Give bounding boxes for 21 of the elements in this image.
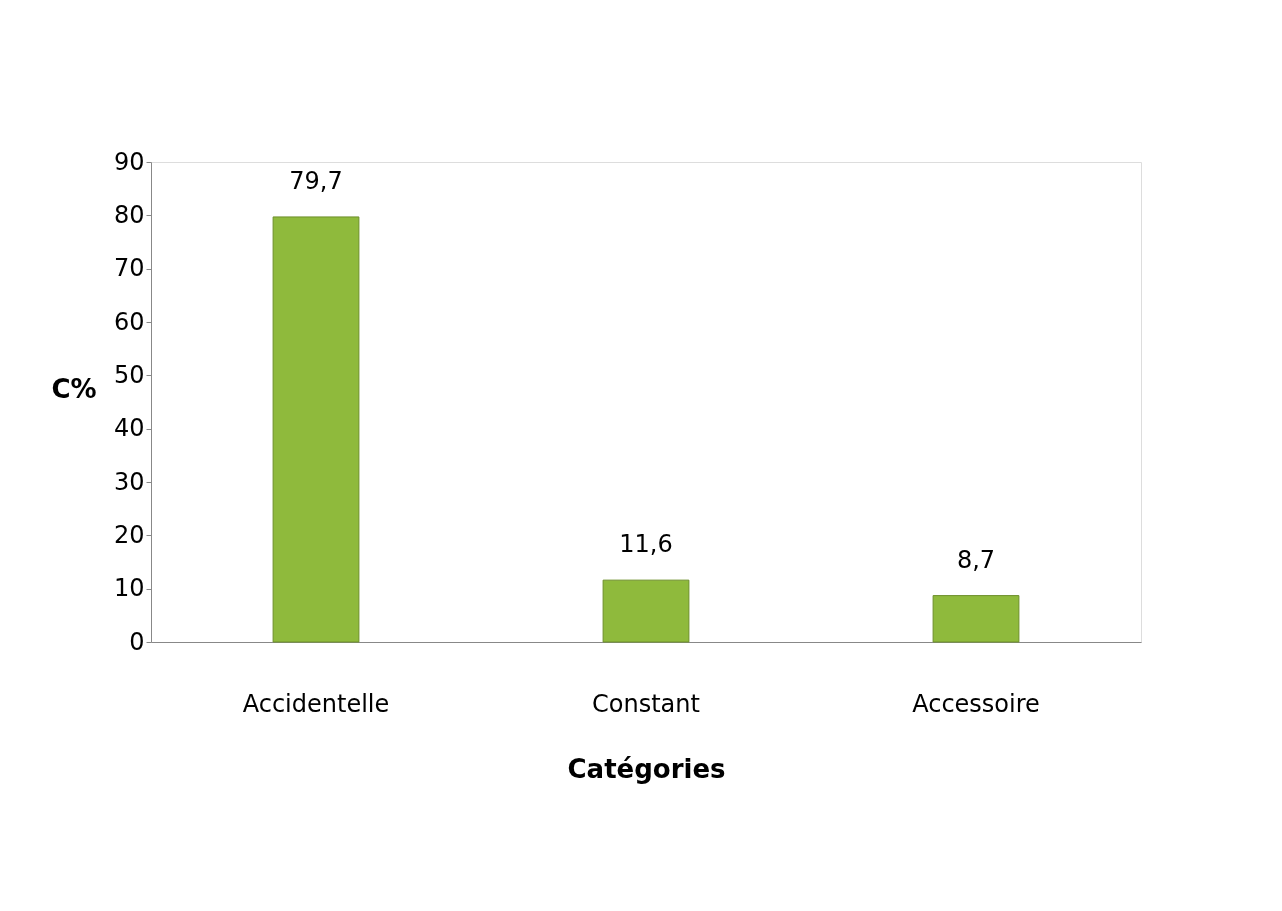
y-tick-label: 40 — [113, 414, 145, 443]
data-label: 11,6 — [619, 530, 673, 559]
y-tick-label: 80 — [113, 200, 145, 229]
data-label: 8,7 — [956, 545, 996, 574]
y-tick-label: 60 — [113, 307, 145, 336]
data-label: 79,7 — [289, 166, 343, 195]
y-tick-label: 50 — [113, 360, 145, 389]
y-axis-title: C% — [51, 373, 97, 404]
y-tick-label: 0 — [129, 627, 145, 656]
y-tick-label: 20 — [113, 520, 145, 549]
y-tick-label: 70 — [113, 254, 145, 283]
y-tick-label: 30 — [113, 467, 145, 496]
x-tick-label: Accessoire — [912, 689, 1040, 718]
y-tick-label: 90 — [113, 147, 145, 176]
bar — [272, 216, 360, 643]
x-tick-label: Accidentelle — [242, 689, 390, 718]
x-axis-title: Catégories — [567, 753, 726, 784]
bar — [602, 579, 690, 643]
bar — [932, 595, 1020, 643]
y-tick-label: 10 — [113, 574, 145, 603]
x-tick-label: Constant — [592, 689, 700, 718]
